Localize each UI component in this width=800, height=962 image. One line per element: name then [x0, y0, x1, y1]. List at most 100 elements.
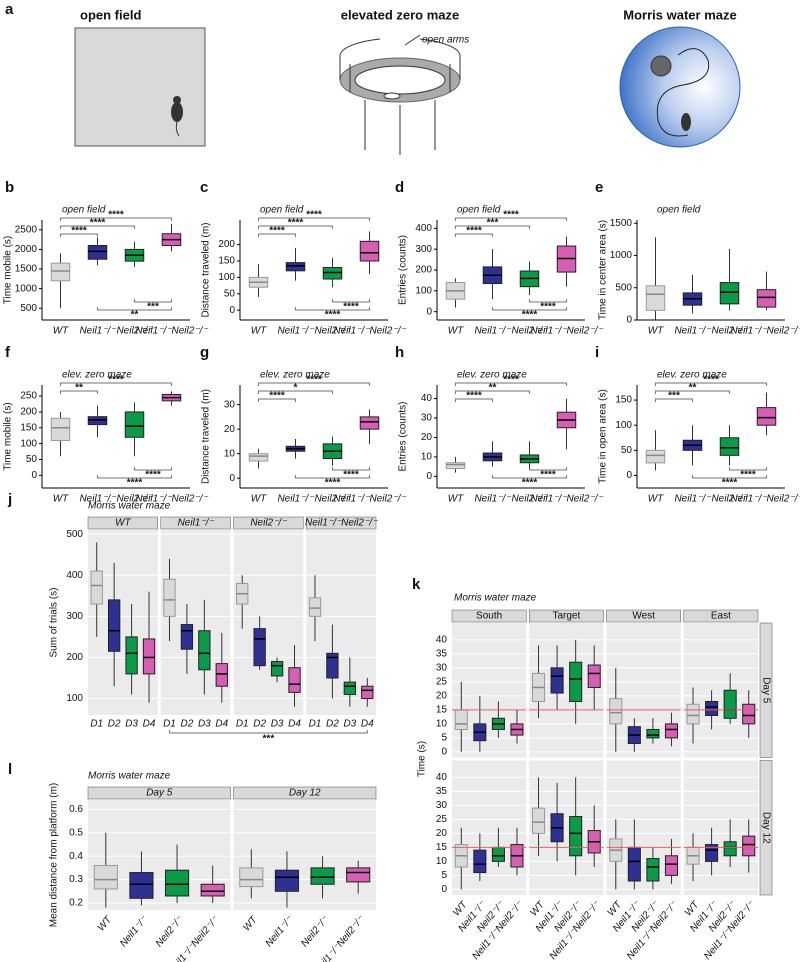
x-tick-label: Neil2⁻/⁻ — [314, 494, 351, 505]
y-tick-label: 25 — [436, 814, 448, 825]
x-tick-label: WT — [648, 326, 664, 337]
box — [705, 844, 719, 862]
subtitle: open field — [260, 205, 304, 216]
box — [248, 453, 269, 462]
x-tick-label: Neil1⁻/⁻Neil2⁻/⁻ — [530, 326, 603, 337]
y-tick-label: 10 — [421, 452, 433, 463]
x-tick-label: WT — [448, 494, 464, 505]
significance-bracket — [455, 398, 493, 402]
facet-strip — [529, 609, 604, 623]
y-tick-label: 0.5 — [69, 827, 83, 838]
y-tick-label: 0.6 — [69, 804, 83, 815]
subtitle: open field — [657, 205, 701, 216]
x-tick-label: Neil1⁻/⁻ — [474, 326, 511, 337]
x-tick-label: D1 — [163, 719, 176, 730]
significance-label: **** — [108, 375, 124, 386]
x-tick-label: Neil1⁻/⁻ — [474, 494, 511, 505]
significance-label: *** — [487, 218, 499, 229]
box — [491, 846, 505, 862]
box — [609, 698, 623, 725]
x-tick-label: D3 — [343, 719, 356, 730]
zero-maze — [339, 34, 461, 155]
x-tick-label: WT — [251, 326, 267, 337]
x-tick-label: Neil1⁻/⁻Neil2⁻/⁻ — [730, 326, 800, 337]
significance-bracket — [655, 382, 767, 386]
panel-label: b — [5, 179, 14, 196]
box — [627, 846, 641, 882]
box — [719, 282, 740, 305]
box — [454, 709, 468, 730]
y-tick-label: 0 — [229, 305, 235, 316]
significance-bracket — [258, 217, 370, 221]
significance-label: **** — [145, 470, 161, 481]
significance-label: *** — [147, 302, 159, 313]
x-tick-label: D3 — [198, 719, 211, 730]
y-tick-label: 10 — [224, 448, 236, 459]
box — [645, 285, 666, 311]
significance-label: **** — [269, 226, 285, 237]
facet-label: Neil1⁻/⁻ — [178, 518, 215, 529]
significance-bracket — [455, 233, 493, 237]
box — [326, 652, 339, 679]
significance-bracket — [258, 398, 296, 402]
significance-label: **** — [343, 302, 359, 313]
x-tick-label: WT — [448, 326, 464, 337]
significance-label: **** — [503, 375, 519, 386]
y-tick-label: 35 — [436, 786, 448, 797]
box — [87, 244, 108, 260]
box — [723, 689, 737, 719]
y-tick-label: 200 — [218, 239, 235, 250]
y-tick-label: 30 — [436, 800, 448, 811]
y-axis-label: Time mobile (s) — [3, 236, 14, 305]
facet-label: Neil2⁻/⁻ — [250, 518, 287, 529]
box — [164, 869, 190, 897]
significance-bracket — [258, 382, 370, 386]
significance-bracket — [134, 299, 172, 303]
facet-label: South — [476, 611, 502, 622]
y-tick-label: 300 — [66, 611, 83, 622]
significance-label: **** — [503, 210, 519, 221]
chart-title: Morris water maze — [88, 501, 171, 512]
significance-label: ** — [131, 310, 139, 321]
y-axis-label: Distance traveled (m) — [201, 222, 212, 317]
significance-label: **** — [108, 210, 124, 221]
y-tick-label: 500 — [20, 303, 37, 314]
y-axis-label: Time in open area (s) — [598, 389, 609, 484]
x-tick-label: D2 — [326, 719, 339, 730]
y-tick-label: 100 — [218, 272, 235, 283]
box — [343, 681, 357, 695]
box — [756, 289, 777, 308]
x-tick-label: Neil1⁻/⁻ — [674, 494, 711, 505]
x-tick-label: WT — [96, 914, 115, 934]
facet-label: East — [711, 611, 731, 622]
significance-bracket — [97, 475, 172, 479]
panel-label: g — [200, 344, 209, 361]
significance-label: *** — [263, 734, 275, 745]
significance-label: **** — [722, 478, 738, 489]
x-tick-label: Neil2⁻/⁻ — [299, 914, 331, 949]
significance-bracket — [60, 233, 98, 237]
significance-label: **** — [540, 302, 556, 313]
significance-label: **** — [127, 478, 143, 489]
y-axis-label: Entries (counts) — [398, 235, 409, 305]
facet-background — [452, 623, 527, 758]
facet-strip — [306, 516, 377, 530]
x-tick-label: Neil1⁻/⁻ — [79, 326, 116, 337]
significance-bracket — [169, 730, 368, 734]
y-tick-label: 0 — [426, 306, 432, 317]
box — [686, 703, 700, 725]
x-tick-label: D2 — [181, 719, 194, 730]
box — [719, 437, 740, 456]
x-tick-label: Neil1⁻/⁻Neil2⁻/⁻ — [730, 494, 800, 505]
panel-label: i — [595, 344, 599, 361]
y-tick-label: 30 — [224, 399, 236, 410]
significance-label: **** — [288, 218, 304, 229]
y-tick-label: 30 — [436, 662, 448, 673]
significance-bracket — [60, 390, 98, 394]
facet-label: Target — [552, 611, 580, 622]
panel-label: k — [412, 576, 421, 593]
x-tick-label: WT — [648, 494, 664, 505]
x-tick-label: Neil1⁻/⁻Neil2⁻/⁻ — [135, 326, 208, 337]
y-tick-label: 0 — [31, 470, 37, 481]
